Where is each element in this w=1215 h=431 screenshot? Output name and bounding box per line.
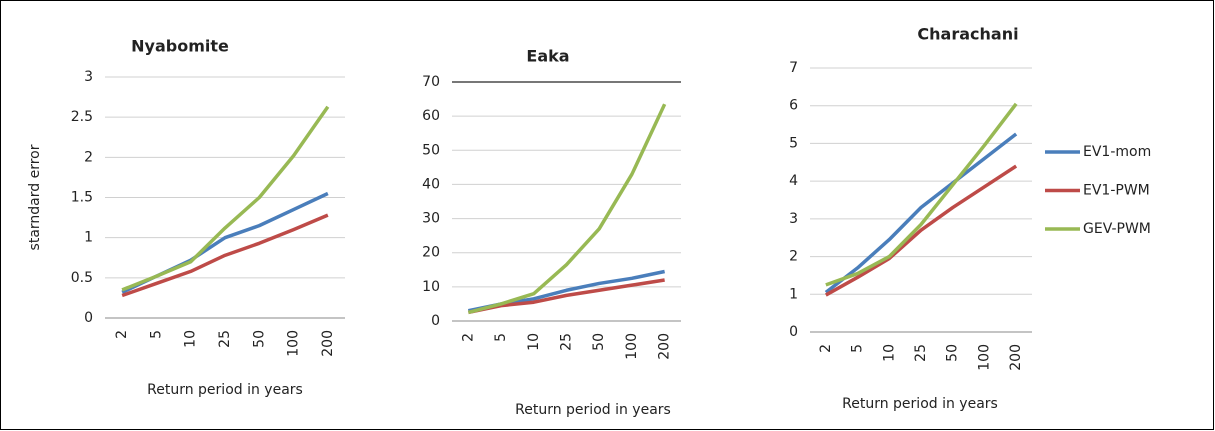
x-tick-label: 200 bbox=[1008, 344, 1024, 371]
legend-label: EV1-PWM bbox=[1083, 183, 1150, 199]
x-tick-label: 50 bbox=[251, 330, 267, 348]
y-tick-label: 3 bbox=[84, 69, 93, 85]
legend-label: EV1-mom bbox=[1083, 144, 1151, 160]
x-tick-label: 5 bbox=[493, 333, 509, 342]
y-tick-label: 7 bbox=[789, 60, 798, 76]
y-tick-label: 6 bbox=[789, 98, 798, 114]
y-tick-label: 60 bbox=[422, 108, 440, 124]
chart-title: Charachani bbox=[917, 25, 1018, 44]
y-tick-label: 2 bbox=[84, 149, 93, 165]
y-tick-label: 1.5 bbox=[71, 190, 93, 206]
x-tick-label: 10 bbox=[183, 330, 199, 348]
x-tick-label: 2 bbox=[460, 333, 476, 342]
series-line bbox=[121, 213, 329, 298]
chart-title: Eaka bbox=[526, 47, 569, 66]
x-tick-label: 100 bbox=[624, 333, 640, 360]
y-tick-label: 5 bbox=[789, 135, 798, 151]
y-tick-label: 0 bbox=[789, 324, 798, 340]
y-tick-label: 20 bbox=[422, 245, 440, 261]
y-tick-label: 1 bbox=[789, 286, 798, 302]
x-tick-label: 50 bbox=[945, 344, 961, 362]
y-tick-label: 50 bbox=[422, 142, 440, 158]
x-tick-label: 5 bbox=[148, 330, 164, 339]
y-tick-label: 40 bbox=[422, 176, 440, 192]
x-tick-label: 200 bbox=[657, 333, 673, 360]
x-tick-label: 2 bbox=[114, 330, 130, 339]
x-tick-label: 5 bbox=[850, 344, 866, 353]
x-tick-label: 2 bbox=[818, 344, 834, 353]
series-line bbox=[467, 278, 665, 315]
series-line bbox=[824, 132, 1018, 294]
x-tick-label: 25 bbox=[913, 344, 929, 362]
y-axis-label: starndard error bbox=[27, 144, 43, 250]
series-line bbox=[825, 164, 1018, 297]
y-tick-label: 70 bbox=[422, 74, 440, 90]
x-tick-label: 10 bbox=[526, 333, 542, 351]
x-axis-label: Return period in years bbox=[515, 402, 671, 418]
y-tick-label: 30 bbox=[422, 211, 440, 227]
y-tick-label: 3 bbox=[789, 211, 798, 227]
x-tick-label: 100 bbox=[976, 344, 992, 371]
y-tick-label: 0.5 bbox=[71, 270, 93, 286]
series-line bbox=[825, 102, 1018, 287]
series-line bbox=[121, 105, 330, 292]
x-tick-label: 25 bbox=[217, 330, 233, 348]
legend-label: GEV-PWM bbox=[1083, 221, 1151, 237]
y-tick-label: 0 bbox=[431, 313, 440, 329]
x-tick-label: 100 bbox=[286, 330, 302, 357]
x-axis-label: Return period in years bbox=[147, 382, 303, 398]
x-tick-label: 200 bbox=[320, 330, 336, 357]
x-tick-label: 50 bbox=[591, 333, 607, 351]
chart-title: Nyabomite bbox=[131, 37, 229, 56]
x-tick-label: 25 bbox=[559, 333, 575, 351]
y-tick-label: 2 bbox=[789, 249, 798, 265]
x-axis-label: Return period in years bbox=[842, 396, 998, 412]
y-tick-label: 4 bbox=[789, 173, 798, 189]
x-tick-label: 10 bbox=[881, 344, 897, 362]
y-tick-label: 0 bbox=[84, 310, 93, 326]
series-line bbox=[467, 103, 667, 315]
y-tick-label: 2.5 bbox=[71, 109, 93, 125]
y-tick-label: 1 bbox=[84, 230, 93, 246]
y-tick-label: 10 bbox=[422, 279, 440, 295]
